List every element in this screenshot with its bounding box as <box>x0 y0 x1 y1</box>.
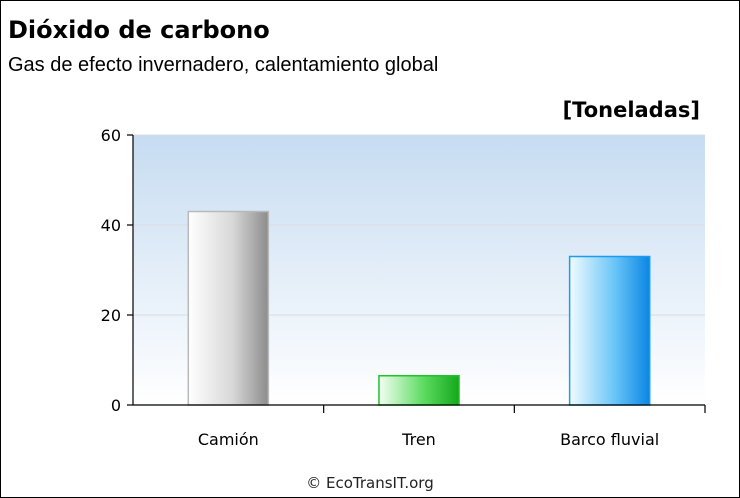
copyright-credit: © EcoTransIT.org <box>306 474 434 492</box>
y-tick-label: 60 <box>101 126 121 145</box>
y-tick-label: 0 <box>111 396 121 415</box>
y-tick-label: 20 <box>101 306 121 325</box>
bar-tren <box>378 375 460 406</box>
y-tick-label: 40 <box>101 216 121 235</box>
x-category-label: Camión <box>198 430 259 449</box>
chart-title: Dióxido de carbono <box>8 16 270 44</box>
x-category-label: Tren <box>401 430 436 449</box>
bar-barco-fluvial <box>568 255 651 406</box>
unit-label: [Toneladas] <box>562 98 700 122</box>
bar-camion <box>187 210 270 406</box>
chart-subtitle: Gas de efecto invernadero, calentamiento… <box>8 54 439 76</box>
x-category-label: Barco fluvial <box>560 430 659 449</box>
